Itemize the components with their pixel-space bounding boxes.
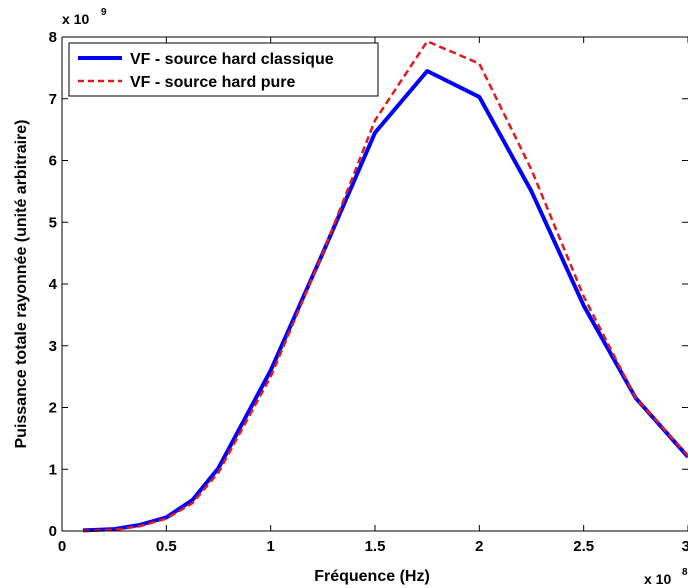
y-tick-label: 8 — [49, 29, 57, 46]
x-tick-label: 0.5 — [156, 538, 177, 555]
y-tick-label: 6 — [49, 153, 57, 170]
x-tick-label: 2.5 — [573, 538, 594, 555]
y-multiplier: x 10 9 — [62, 7, 107, 27]
y-multiplier-base: x 10 — [62, 11, 89, 27]
x-tick-label: 3 — [682, 538, 688, 555]
y-tick-label: 1 — [49, 461, 57, 478]
legend-label-pure: VF - source hard pure — [130, 74, 295, 91]
y-tick-label: 0 — [49, 523, 57, 540]
x-tick-label: 2 — [475, 538, 483, 555]
x-tick-label: 1 — [266, 538, 274, 555]
x-multiplier-base: x 10 — [644, 571, 671, 587]
x-multiplier: x 10 8 — [644, 567, 688, 587]
y-multiplier-exponent: 9 — [101, 7, 107, 18]
y-tick-label: 7 — [49, 91, 57, 108]
legend-box — [68, 42, 379, 97]
y-tick-label: 5 — [49, 214, 57, 231]
x-tick-label: 1.5 — [365, 538, 386, 555]
plot-area — [62, 37, 688, 531]
y-tick-label: 3 — [49, 338, 57, 355]
x-multiplier-exponent: 8 — [682, 567, 688, 578]
x-tick-label: 0 — [58, 538, 66, 555]
legend: VF - source hard classique VF - source h… — [68, 42, 379, 97]
y-tick-label: 2 — [49, 400, 57, 417]
series-line-pure — [82, 40, 688, 533]
ticks-layer: 0 0.5 1 1.5 2 2.5 3 0 1 2 3 4 5 6 7 8 — [49, 29, 688, 555]
y-axis-label: Puissance totale rayonnée (unité arbitra… — [13, 120, 30, 449]
legend-label-classique: VF - source hard classique — [130, 51, 334, 68]
x-axis-label: Fréquence (Hz) — [314, 568, 430, 585]
y-tick-label: 4 — [49, 276, 58, 293]
series-layer — [82, 40, 688, 533]
